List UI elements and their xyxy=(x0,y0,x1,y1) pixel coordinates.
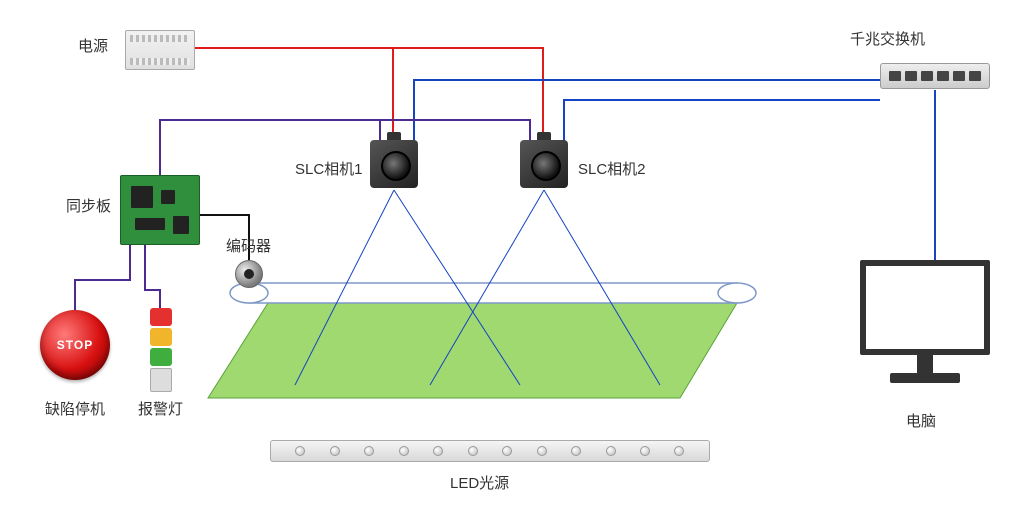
led-light-bar xyxy=(270,440,710,462)
encoder xyxy=(235,260,263,288)
label-led: LED光源 xyxy=(450,472,509,493)
switch-port xyxy=(889,71,901,81)
label-switch: 千兆交换机 xyxy=(850,28,925,49)
data-wires xyxy=(414,80,935,260)
alarm-segment xyxy=(150,308,172,326)
web-sheet xyxy=(208,303,737,398)
switch-port xyxy=(921,71,933,81)
label-camera1: SLC相机1 xyxy=(295,158,363,179)
switch-port xyxy=(969,71,981,81)
power-supply xyxy=(125,30,195,70)
stop-button: STOP xyxy=(40,310,110,380)
led-dot xyxy=(399,446,409,456)
label-power: 电源 xyxy=(78,35,108,56)
label-stop: 缺陷停机 xyxy=(45,398,105,419)
switch-port xyxy=(905,71,917,81)
sync-board xyxy=(120,175,200,245)
led-dot xyxy=(468,446,478,456)
power-wires xyxy=(195,48,543,138)
diagram-stage: STOP 电源 千兆交换机 SLC相机1 SLC相机2 同步板 编码器 缺陷停机… xyxy=(0,0,1018,507)
switch-port xyxy=(953,71,965,81)
label-camera2: SLC相机2 xyxy=(578,158,646,179)
led-dot xyxy=(295,446,305,456)
camera-1 xyxy=(370,140,418,188)
monitor-screen xyxy=(860,260,990,355)
switch-port xyxy=(937,71,949,81)
led-dot xyxy=(674,446,684,456)
computer xyxy=(860,260,990,410)
stop-button-face: STOP xyxy=(57,338,93,352)
led-dot xyxy=(364,446,374,456)
roller-right xyxy=(718,283,756,303)
fov-lines xyxy=(295,190,660,385)
label-alarm: 报警灯 xyxy=(138,398,183,419)
led-dot xyxy=(606,446,616,456)
alarm-segment xyxy=(150,348,172,366)
roller-bar xyxy=(249,283,737,303)
camera-2 xyxy=(520,140,568,188)
alarm-segment xyxy=(150,328,172,346)
label-encoder: 编码器 xyxy=(226,235,271,256)
led-dot xyxy=(537,446,547,456)
network-switch xyxy=(880,63,990,89)
led-dot xyxy=(330,446,340,456)
led-dot xyxy=(640,446,650,456)
label-computer: 电脑 xyxy=(906,410,936,431)
wiring-layer xyxy=(0,0,1018,507)
led-dot xyxy=(433,446,443,456)
label-sync: 同步板 xyxy=(66,195,111,216)
led-dot xyxy=(502,446,512,456)
alarm-light xyxy=(150,308,172,392)
led-dot xyxy=(571,446,581,456)
